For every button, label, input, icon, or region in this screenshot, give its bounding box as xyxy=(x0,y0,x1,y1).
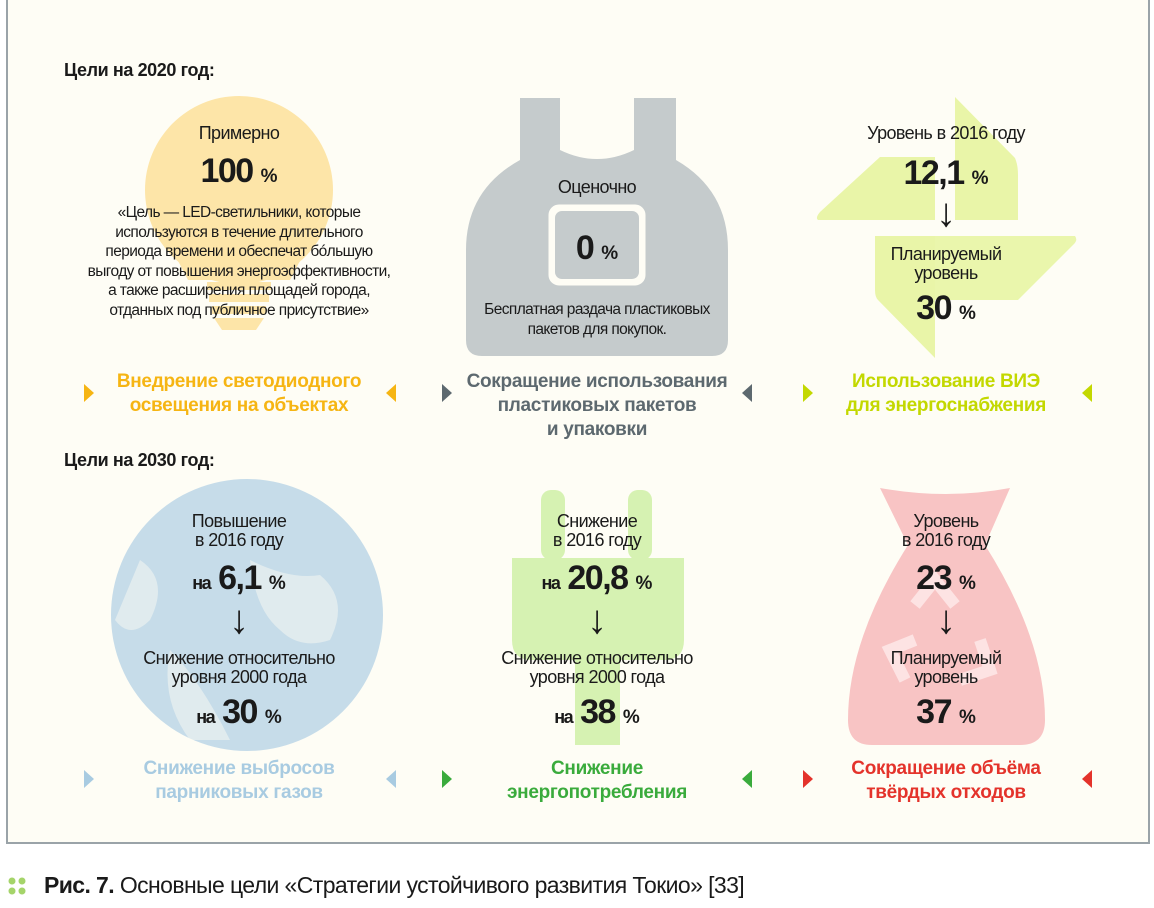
ghg-value: на 6,1 % xyxy=(192,559,286,597)
res-title: Использование ВИЭ для энергоснабжения xyxy=(845,371,1047,416)
globe-icon xyxy=(111,479,383,751)
res-value: 12,1 % xyxy=(903,154,989,192)
plastic-value: 0 % xyxy=(575,229,619,267)
energy-target: на 38 % xyxy=(554,693,640,731)
plastic-pre: Оценочно xyxy=(557,177,637,197)
led-title: Внедрение светодиодного освещения на объе… xyxy=(116,371,362,416)
waste-planned: Планируемый уровень xyxy=(890,648,1002,687)
led-value: 100 % xyxy=(200,152,278,190)
led-pre: Примерно xyxy=(198,123,280,143)
waste-value: 23 % xyxy=(916,559,976,597)
led-quote: «Цель — LED-светильники, которые использу… xyxy=(87,204,391,319)
res-planned: Планируемый уровень xyxy=(890,244,1002,283)
res-pre: Уровень в 2016 году xyxy=(867,123,1025,143)
ghg-title: Снижение выбросов парниковых газов xyxy=(143,758,335,803)
energy-planned: Снижение относительно уровня 2000 года xyxy=(501,648,693,687)
plug-icon xyxy=(512,490,684,745)
lightbulb-icon xyxy=(145,96,333,330)
waste-pre: Уровень в 2016 году xyxy=(901,511,991,550)
waste-title: Сокращение объёма твёрдых отходов xyxy=(851,758,1041,803)
section-2020-heading: Цели на 2020 год: xyxy=(64,60,215,80)
plastic-title: Сокращение использования пластиковых паке… xyxy=(466,371,728,440)
energy-title: Снижение энергопотребления xyxy=(506,758,688,803)
energy-pre: Снижение в 2016 году xyxy=(552,511,642,550)
down-arrow-icon: ↓ xyxy=(229,598,249,642)
plastic-note: Бесплатная раздача пластиковых пакетов дл… xyxy=(484,301,710,338)
waste-target: 37 % xyxy=(916,693,976,731)
trash-bag-icon xyxy=(848,488,1045,745)
ghg-pre: Повышение в 2016 году xyxy=(191,511,287,550)
figure-caption: Рис. 7. Основные цели «Стратегии устойчи… xyxy=(44,872,745,898)
caption-dots-icon xyxy=(8,877,26,895)
energy-value: на 20,8 % xyxy=(541,559,653,597)
down-arrow-icon: ↓ xyxy=(587,598,607,642)
plastic-bag-icon xyxy=(466,98,728,356)
ghg-planned: Снижение относительно уровня 2000 года xyxy=(143,648,335,687)
section-2030-heading: Цели на 2030 год: xyxy=(64,450,215,470)
pinwheel-icon xyxy=(816,97,1077,358)
down-arrow-icon: ↓ xyxy=(936,598,956,642)
down-arrow-icon: ↓ xyxy=(936,191,956,235)
ghg-target: на 30 % xyxy=(196,693,282,731)
res-target: 30 % xyxy=(916,289,976,327)
bullet-markers xyxy=(84,384,1092,788)
